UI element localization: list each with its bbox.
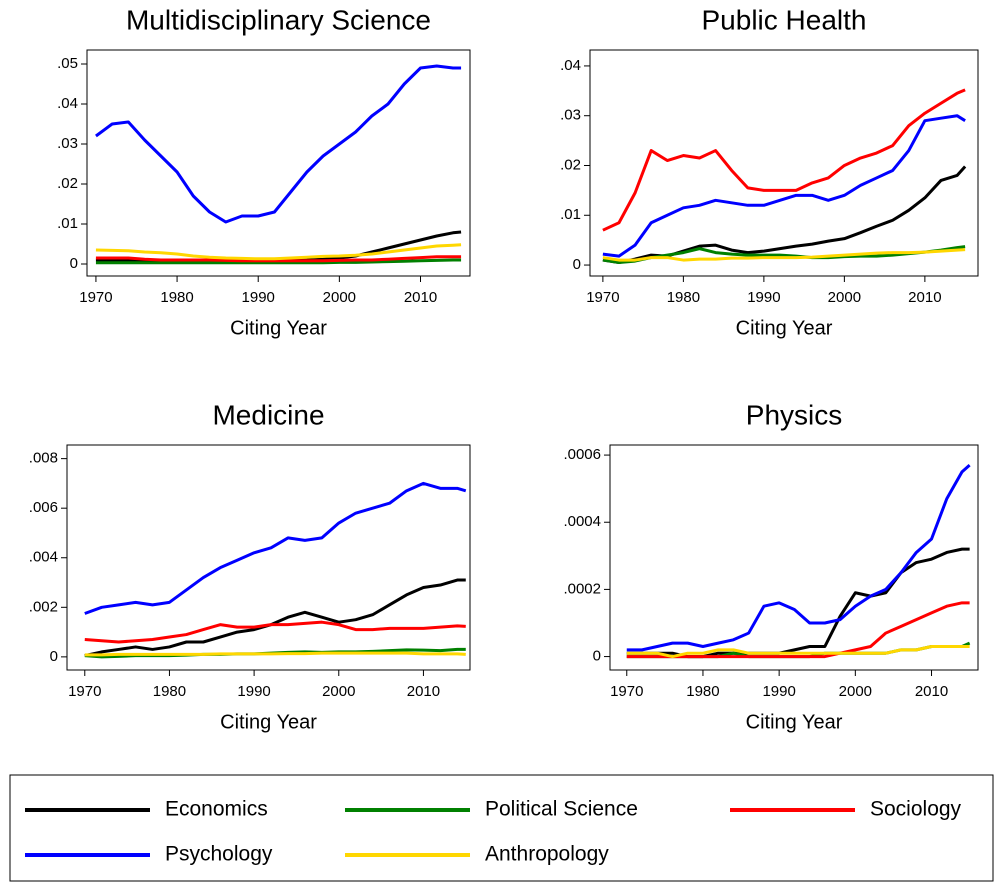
x-tick-label: 2010: [404, 289, 437, 306]
series-line: [602, 165, 967, 265]
plot-frame: [66, 444, 471, 671]
y-tick-label: 0: [593, 648, 601, 665]
x-tick-label: 1990: [242, 289, 275, 306]
plot-frame: [609, 444, 979, 671]
y-tick-label: .01: [57, 215, 78, 232]
x-tick-label: 2000: [322, 683, 355, 700]
x-axis-label: Citing Year: [230, 317, 327, 339]
series-line: [626, 644, 970, 659]
x-tick-label: 1970: [610, 683, 643, 700]
x-tick-label: 1970: [79, 289, 112, 306]
y-tick-label: .002: [29, 598, 58, 615]
y-tick-label: .02: [560, 156, 581, 173]
x-tick-label: 1970: [68, 683, 101, 700]
y-tick-label: 0: [70, 255, 78, 272]
y-tick-label: .004: [29, 549, 58, 566]
series-line: [95, 258, 462, 265]
chart-title: Public Health: [702, 4, 867, 35]
series-line: [84, 651, 466, 657]
legend-label: Anthropology: [485, 843, 609, 866]
series-line: [84, 620, 466, 644]
x-tick-label: 1980: [153, 683, 186, 700]
series-line: [95, 230, 462, 263]
series-line: [602, 88, 966, 232]
chart-title: Medicine: [212, 399, 324, 430]
y-tick-label: .0004: [563, 513, 601, 530]
series-line: [602, 248, 966, 262]
series-line: [626, 464, 971, 652]
y-tick-label: .02: [57, 175, 78, 192]
legend-label: Economics: [165, 798, 268, 821]
series-line: [602, 114, 966, 258]
y-tick-label: .03: [57, 135, 78, 152]
x-tick-label: 2000: [828, 289, 861, 306]
series-line: [95, 64, 462, 224]
chart-title: Physics: [746, 399, 842, 430]
series-line: [626, 601, 970, 659]
y-tick-label: .04: [560, 57, 581, 74]
y-tick-label: 0: [50, 648, 58, 665]
x-tick-label: 2000: [839, 683, 872, 700]
x-tick-label: 1980: [667, 289, 700, 306]
legend-label: Sociology: [870, 798, 962, 821]
x-tick-label: 1990: [747, 289, 780, 306]
legend-label: Psychology: [165, 843, 273, 866]
x-tick-label: 1990: [237, 683, 270, 700]
x-tick-label: 2000: [323, 289, 356, 306]
x-axis-label: Citing Year: [220, 711, 317, 733]
series-line: [626, 547, 970, 659]
legend-label: Political Science: [485, 798, 638, 821]
x-tick-label: 2010: [908, 289, 941, 306]
y-tick-label: 0: [573, 256, 581, 273]
series-line: [95, 255, 462, 263]
x-tick-label: 1980: [160, 289, 193, 306]
plot-frame: [86, 49, 471, 277]
y-tick-label: .03: [560, 107, 581, 124]
x-tick-label: 2010: [407, 683, 440, 700]
y-tick-label: .006: [29, 499, 58, 516]
chart-title: Multidisciplinary Science: [126, 4, 431, 35]
y-tick-label: .01: [560, 206, 581, 223]
series-line: [84, 578, 466, 658]
legend-box: [9, 774, 994, 882]
x-axis-label: Citing Year: [736, 317, 833, 339]
y-tick-label: .0006: [563, 446, 601, 463]
plot-frame: [589, 49, 979, 277]
y-tick-label: .04: [57, 95, 78, 112]
x-tick-label: 1980: [686, 683, 719, 700]
series-line: [84, 481, 467, 615]
series-line: [95, 243, 462, 261]
x-tick-label: 1970: [586, 289, 619, 306]
y-tick-label: .008: [29, 450, 58, 467]
y-tick-label: .05: [57, 55, 78, 72]
x-tick-label: 1990: [762, 683, 795, 700]
x-tick-label: 2010: [915, 683, 948, 700]
x-axis-label: Citing Year: [746, 711, 843, 733]
y-tick-label: .0002: [563, 580, 601, 597]
